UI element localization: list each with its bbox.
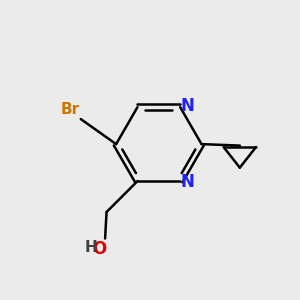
Text: N: N [181,97,194,115]
Text: N: N [181,173,194,191]
Text: O: O [92,240,106,258]
Text: Br: Br [60,102,79,117]
Text: H: H [85,240,98,255]
